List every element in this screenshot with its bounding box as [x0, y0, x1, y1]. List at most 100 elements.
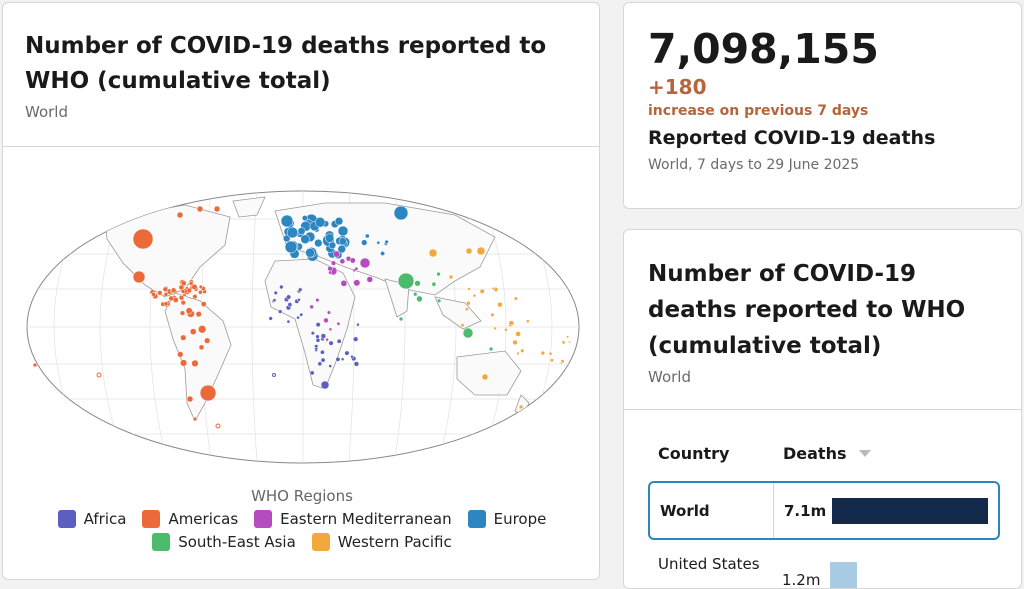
map-bubble[interactable]	[339, 258, 346, 265]
map-bubble[interactable]	[198, 344, 205, 351]
map-bubble[interactable]	[504, 328, 508, 332]
map-bubble[interactable]	[398, 316, 404, 322]
map-bubble[interactable]	[315, 338, 321, 343]
map-bubble[interactable]	[508, 324, 512, 328]
map-bubble[interactable]	[272, 298, 277, 302]
map-bubble[interactable]	[525, 319, 530, 324]
map-bubble[interactable]	[300, 234, 310, 244]
map-bubble[interactable]	[278, 309, 283, 314]
map-bubble[interactable]	[353, 361, 360, 367]
map-bubble[interactable]	[328, 241, 337, 250]
map-bubble[interactable]	[198, 325, 207, 334]
map-bubble[interactable]	[314, 217, 326, 228]
map-bubble[interactable]	[328, 364, 333, 368]
map-bubble[interactable]	[472, 293, 477, 298]
table-row-world[interactable]: World 7.1m	[648, 481, 1000, 540]
map-bubble[interactable]	[309, 370, 315, 376]
map-bubble[interactable]	[172, 297, 179, 303]
map-bubble[interactable]	[340, 279, 348, 287]
legend-item-south-east-asia[interactable]: South-East Asia	[152, 533, 296, 551]
map-bubble[interactable]	[465, 307, 469, 312]
map-bubble[interactable]	[513, 296, 518, 301]
map-bubble[interactable]	[436, 298, 442, 303]
map-bubble[interactable]	[204, 337, 211, 344]
map-bubble[interactable]	[413, 292, 418, 297]
map-bubble[interactable]	[176, 211, 184, 219]
map-bubble[interactable]	[561, 340, 566, 345]
legend-item-europe[interactable]: Europe	[467, 510, 546, 528]
map-bubble[interactable]	[376, 240, 381, 245]
map-bubble[interactable]	[213, 205, 221, 213]
map-bubble[interactable]	[132, 228, 154, 250]
map-bubble[interactable]	[186, 395, 194, 403]
map-bubble[interactable]	[96, 372, 102, 378]
map-bubble[interactable]	[353, 279, 361, 287]
map-bubble[interactable]	[397, 272, 415, 290]
map-bubble[interactable]	[272, 373, 276, 377]
map-bubble[interactable]	[512, 339, 518, 346]
map-bubble[interactable]	[286, 319, 291, 324]
map-bubble[interactable]	[280, 214, 294, 228]
map-bubble[interactable]	[336, 321, 341, 326]
map-bubble[interactable]	[192, 416, 198, 422]
map-bubble[interactable]	[296, 315, 300, 320]
map-bubble[interactable]	[326, 310, 331, 315]
map-bubble[interactable]	[350, 354, 354, 359]
map-bubble[interactable]	[297, 227, 306, 235]
map-bubble[interactable]	[180, 300, 186, 306]
map-bubble[interactable]	[168, 295, 174, 302]
map-bubble[interactable]	[465, 247, 473, 255]
map-bubble[interactable]	[479, 288, 485, 294]
map-bubble[interactable]	[301, 215, 308, 222]
map-bubble[interactable]	[466, 301, 471, 306]
map-bubble[interactable]	[163, 301, 169, 307]
map-bubble[interactable]	[380, 251, 386, 256]
map-bubble[interactable]	[314, 346, 319, 351]
map-bubble[interactable]	[177, 351, 184, 358]
map-bubble[interactable]	[335, 356, 341, 362]
map-bubble[interactable]	[317, 361, 323, 367]
map-bubble[interactable]	[334, 217, 344, 226]
map-bubble[interactable]	[192, 294, 198, 300]
map-bubble[interactable]	[460, 323, 465, 328]
map-bubble[interactable]	[353, 336, 359, 342]
map-bubble[interactable]	[361, 239, 368, 246]
map-bubble[interactable]	[481, 373, 489, 381]
map-bubble[interactable]	[284, 240, 298, 254]
map-bubble[interactable]	[283, 234, 291, 243]
sort-descending-icon[interactable]	[858, 450, 871, 457]
map-bubble[interactable]	[349, 257, 356, 264]
legend-item-americas[interactable]: Americas	[142, 510, 238, 528]
map-bubble[interactable]	[416, 295, 423, 303]
map-bubble[interactable]	[268, 316, 273, 321]
map-bubble[interactable]	[315, 322, 321, 328]
map-bubble[interactable]	[320, 357, 326, 363]
map-bubble[interactable]	[163, 292, 169, 297]
map-bubble[interactable]	[324, 233, 335, 243]
map-bubble[interactable]	[428, 248, 438, 258]
map-bubble[interactable]	[178, 295, 185, 301]
map-bubble[interactable]	[448, 274, 454, 280]
map-bubble[interactable]	[215, 423, 221, 429]
map-bubble[interactable]	[344, 350, 350, 356]
table-row-united-states[interactable]: United States 1.2m	[658, 555, 998, 589]
map-bubble[interactable]	[320, 349, 325, 355]
map-bubble[interactable]	[298, 287, 303, 292]
map-bubble[interactable]	[548, 351, 553, 356]
map-bubble[interactable]	[354, 266, 359, 271]
map-bubble[interactable]	[540, 350, 546, 356]
map-bubble[interactable]	[365, 233, 370, 239]
map-bubble[interactable]	[315, 298, 320, 303]
map-bubble[interactable]	[356, 322, 360, 327]
map-bubble[interactable]	[189, 328, 197, 335]
map-bubble[interactable]	[195, 311, 202, 318]
map-bubble[interactable]	[196, 205, 204, 213]
map-bubble[interactable]	[431, 281, 437, 287]
map-bubble[interactable]	[191, 359, 199, 367]
map-bubble[interactable]	[286, 294, 292, 300]
map-bubble[interactable]	[476, 246, 486, 256]
map-bubble[interactable]	[491, 287, 496, 291]
map-bubble[interactable]	[337, 225, 349, 237]
map-bubble[interactable]	[157, 290, 163, 296]
map-bubble[interactable]	[518, 404, 524, 410]
